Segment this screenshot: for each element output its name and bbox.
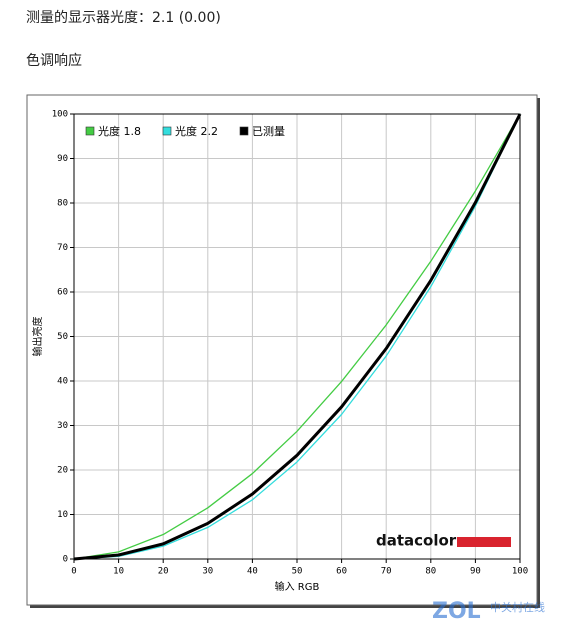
- legend-swatch: [162, 126, 172, 136]
- subheading: 色调响应: [26, 52, 82, 69]
- x-tick-label: 30: [202, 567, 213, 577]
- series-line: [73, 113, 521, 560]
- legend-label: 光度 1.8: [98, 124, 141, 138]
- legend-swatch: [239, 126, 249, 136]
- y-tick-label: 90: [57, 154, 68, 164]
- y-tick-label: 10: [57, 510, 68, 520]
- logo-bar: [457, 537, 511, 547]
- y-tick-label: 30: [57, 421, 68, 431]
- heading: 测量的显示器光度：2.1 (0.00): [26, 10, 221, 26]
- y-tick-label: 70: [57, 243, 68, 253]
- x-tick-label: 20: [158, 567, 169, 577]
- x-tick-label: 50: [292, 567, 303, 577]
- logo: datacolor: [376, 532, 457, 550]
- x-tick-label: 80: [425, 567, 436, 577]
- y-tick-label: 50: [57, 332, 68, 342]
- y-tick-label: 0: [63, 555, 68, 565]
- y-tick-label: 100: [52, 110, 68, 120]
- series-line: [73, 113, 522, 561]
- y-tick-label: 40: [57, 377, 68, 387]
- legend-swatch: [85, 126, 95, 136]
- legend-label: 已测量: [252, 125, 285, 138]
- frame: [26, 94, 538, 606]
- x-axis-label: 输入 RGB: [275, 580, 320, 593]
- watermark-name: 中关村在线: [490, 600, 545, 614]
- series-line: [73, 113, 521, 560]
- legend-label: 光度 2.2: [175, 124, 218, 138]
- x-tick-label: 60: [336, 567, 347, 577]
- y-tick-label: 20: [57, 466, 68, 476]
- x-tick-label: 70: [381, 567, 392, 577]
- y-tick-label: 80: [57, 199, 68, 209]
- watermark-brand: ZOL: [432, 599, 481, 624]
- x-tick-label: 10: [113, 567, 124, 577]
- x-tick-label: 0: [71, 567, 76, 577]
- x-tick-label: 100: [512, 567, 528, 577]
- plot: 0 10 20 30 40 50 60 70 80 90 100 0 10 20 30 40 50 60 70 80 9…: [31, 110, 528, 594]
- y-tick-label: 60: [57, 288, 68, 298]
- y-axis-label: 输出亮度: [31, 317, 44, 357]
- x-tick-label: 90: [470, 567, 481, 577]
- x-tick-label: 40: [247, 567, 258, 577]
- plot-border: [73, 113, 521, 560]
